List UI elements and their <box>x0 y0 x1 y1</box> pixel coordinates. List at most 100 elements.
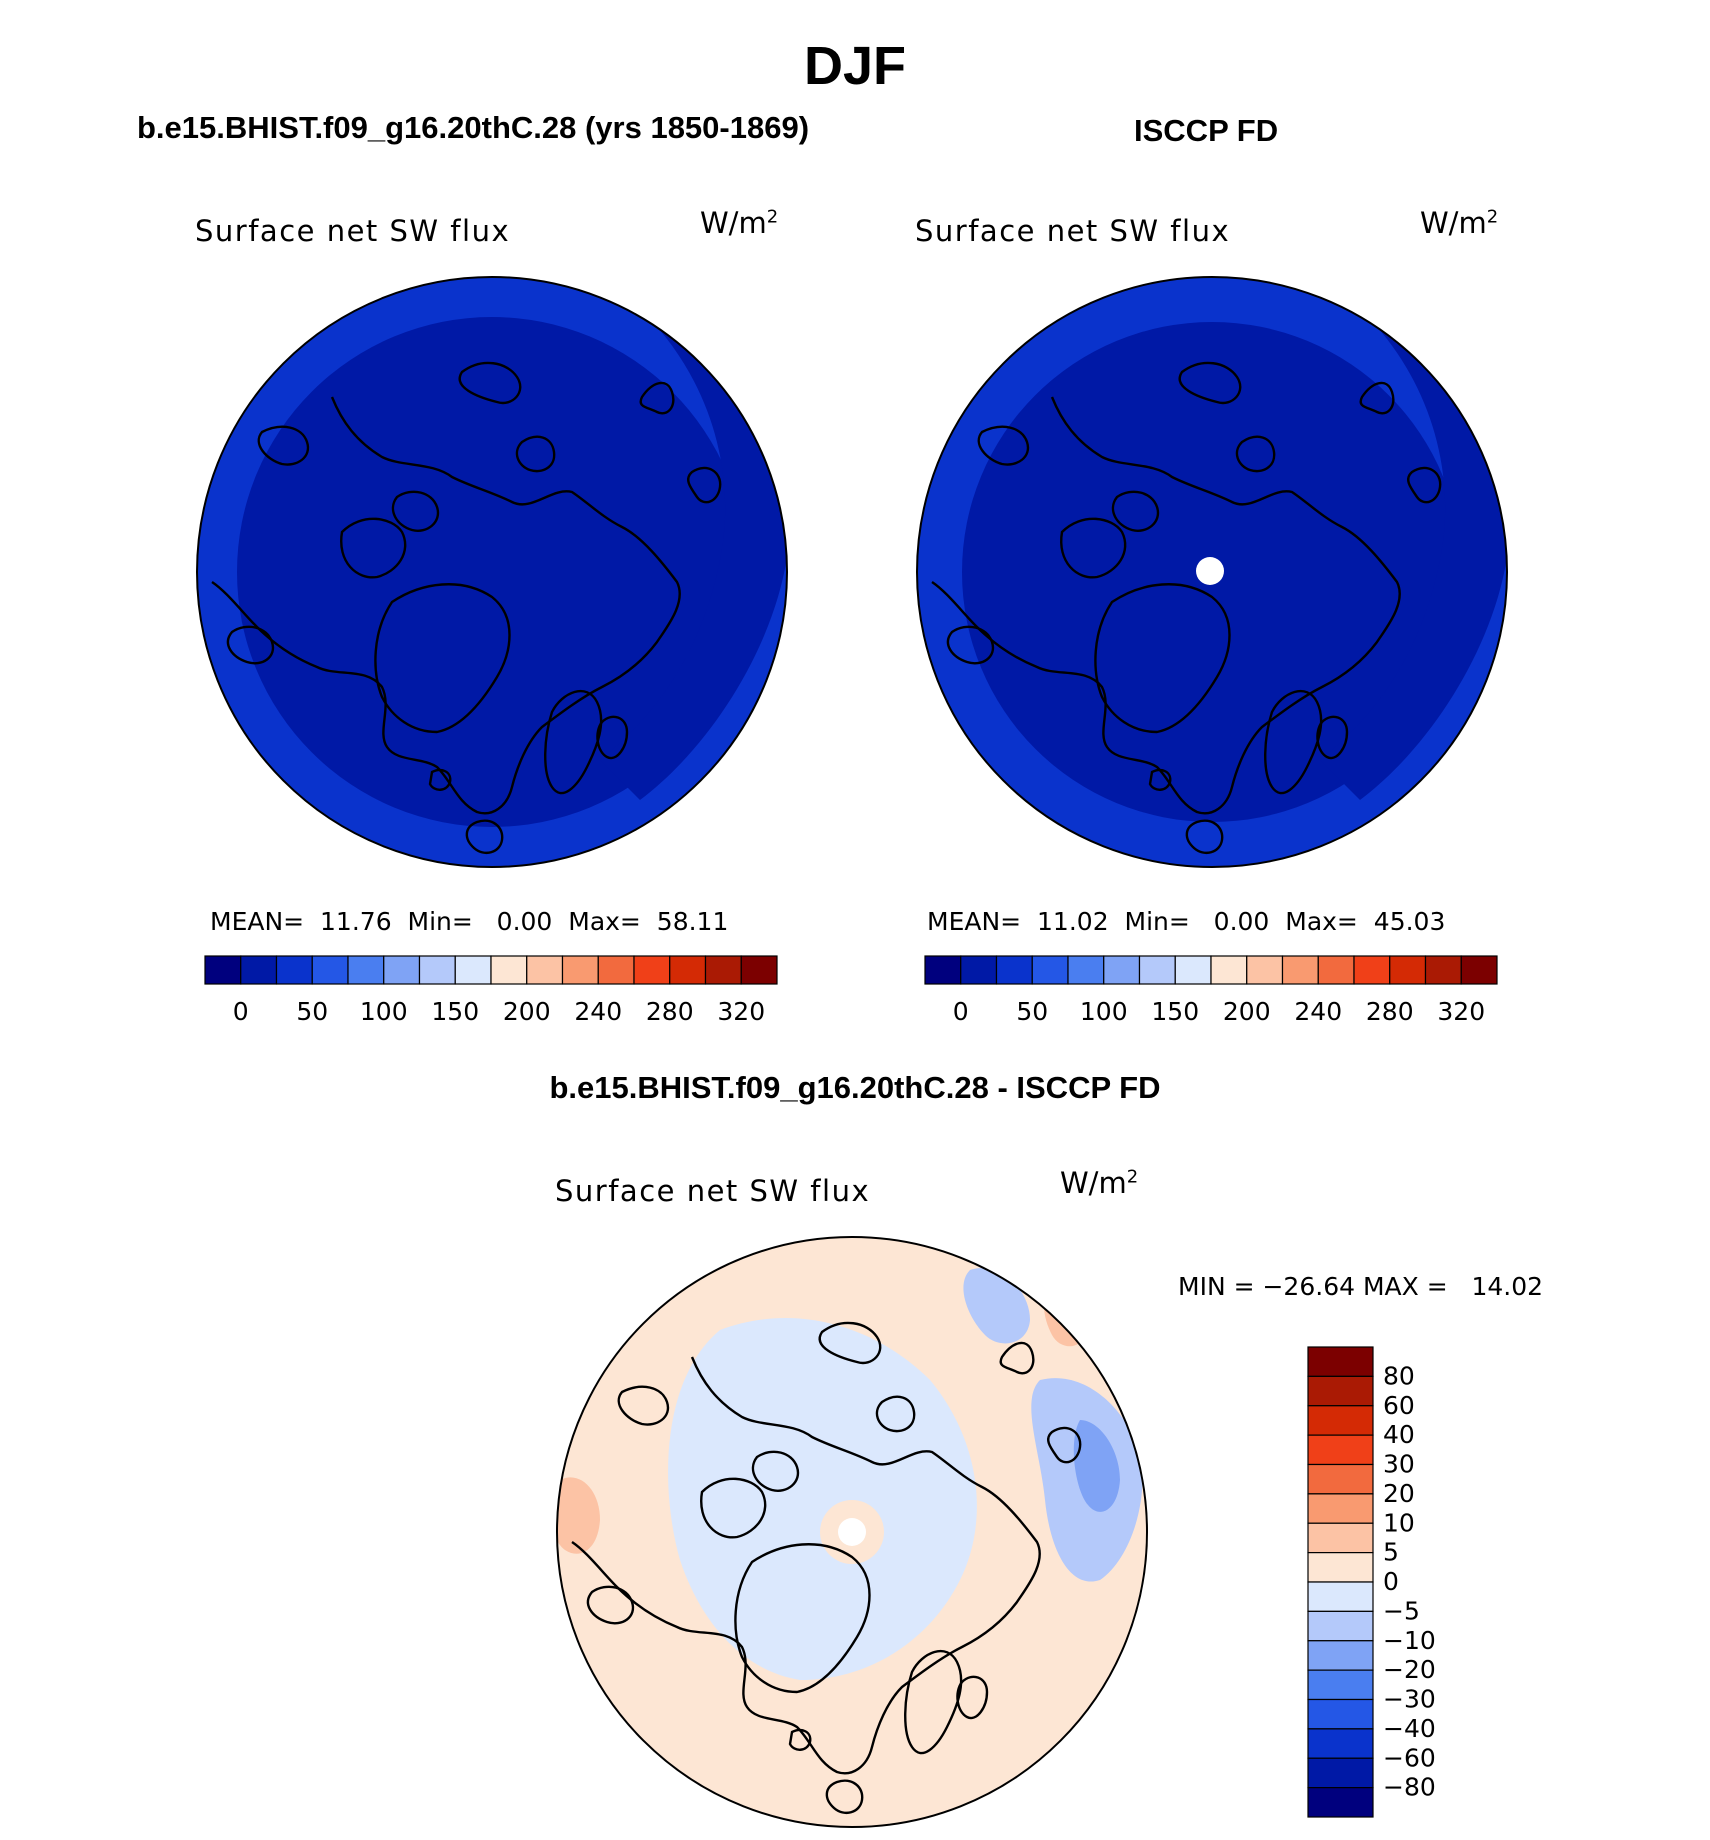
colorbar-2-swatch <box>1138 955 1176 985</box>
colorbar-2-tick-label: 100 <box>1080 997 1128 1026</box>
colorbar-1-swatch <box>561 955 599 985</box>
colorbar-1-tick-label: 50 <box>296 997 328 1026</box>
colorbar-2-tick-label: 0 <box>953 997 969 1026</box>
colorbar-1-swatch <box>240 955 278 985</box>
colorbar-3-tick-label: 30 <box>1383 1450 1415 1479</box>
colorbar-2-swatch <box>1246 955 1284 985</box>
colorbar-2-tick-label: 240 <box>1294 997 1342 1026</box>
figure-title: DJF <box>803 36 906 96</box>
colorbar-2-swatch <box>960 955 998 985</box>
panel1-stats: MEAN= 11.76 Min= 0.00 Max= 58.11 <box>210 907 729 936</box>
colorbar-3-swatch <box>1307 1463 1374 1495</box>
colorbar-1-swatch <box>526 955 564 985</box>
colorbar-1-swatch <box>383 955 421 985</box>
colorbar-3-swatch <box>1307 1405 1374 1436</box>
panel2-variable-label: Surface net SW flux <box>915 214 1231 248</box>
colorbar-1-swatch <box>275 955 313 985</box>
colorbar-2-swatch <box>1424 955 1462 985</box>
colorbar-2-swatch <box>1353 955 1391 985</box>
colorbar-3-swatch <box>1307 1434 1374 1466</box>
map3-border <box>556 1236 1148 1828</box>
colorbar-1-swatch <box>704 955 742 985</box>
colorbar-3-tick-label: −10 <box>1383 1626 1436 1655</box>
colorbar-2-swatch <box>1067 955 1105 985</box>
map3-field-negative-east-strong <box>1073 1420 1120 1512</box>
colorbar-1-swatch <box>740 955 778 985</box>
panel3-variable-label: Surface net SW flux <box>555 1174 871 1208</box>
map2-border <box>916 276 1508 868</box>
colorbar-3-tick-label: −5 <box>1383 1596 1420 1625</box>
colorbar-1-tick-label: 0 <box>233 997 249 1026</box>
map3 <box>556 1236 1148 1828</box>
colorbar-3-swatch <box>1307 1552 1374 1583</box>
colorbar-3-tick-label: −60 <box>1383 1743 1436 1772</box>
colorbar-1-swatch <box>490 955 528 985</box>
colorbar-2-swatch <box>1389 955 1427 985</box>
colorbar-1-tick-label: 320 <box>717 997 765 1026</box>
colorbar-3-swatch <box>1307 1757 1374 1789</box>
colorbar-3-tick-label: 10 <box>1383 1508 1415 1537</box>
map3-field-negative <box>668 1318 977 1680</box>
colorbar-1: 0 50 100 150 200 240 280 320 <box>204 955 778 1026</box>
colorbar-3-swatch <box>1307 1346 1374 1377</box>
panel3-minmax: MIN = −26.64 MAX = 14.02 <box>1178 1272 1544 1301</box>
colorbar-2-swatch <box>995 955 1033 985</box>
colorbar-1-swatch <box>347 955 385 985</box>
map3-pole-hole <box>838 1518 866 1546</box>
colorbar-2-tick-label: 150 <box>1151 997 1199 1026</box>
map2 <box>916 276 1508 868</box>
colorbar-3-tick-label: 5 <box>1383 1538 1399 1567</box>
colorbar-1-swatch <box>454 955 492 985</box>
colorbar-3-tick-label: 20 <box>1383 1479 1415 1508</box>
panel1-units: W/m2 <box>700 206 779 240</box>
colorbar-2-swatch <box>1281 955 1319 985</box>
colorbar-1-swatch <box>597 955 635 985</box>
colorbar-1-tick-label: 200 <box>503 997 551 1026</box>
map3-field-positive-west <box>557 1477 600 1554</box>
colorbar-3-swatch <box>1307 1493 1374 1524</box>
colorbar-3-swatch <box>1307 1787 1374 1818</box>
colorbar-3-tick-label: 80 <box>1383 1361 1415 1390</box>
colorbar-2-swatch <box>1210 955 1248 985</box>
colorbar-3-swatch <box>1307 1669 1374 1701</box>
colorbar-3-swatch <box>1307 1375 1374 1407</box>
panel1-heading: b.e15.BHIST.f09_g16.20thC.28 (yrs 1850-1… <box>137 110 810 145</box>
panel2-units: W/m2 <box>1420 206 1499 240</box>
colorbar-1-swatch <box>633 955 671 985</box>
map1-border <box>196 276 788 868</box>
colorbar-1-swatch <box>669 955 707 985</box>
colorbar-3-swatch <box>1307 1610 1374 1642</box>
colorbar-3-swatch <box>1307 1640 1374 1671</box>
colorbar-3-tick-label: 0 <box>1383 1567 1399 1596</box>
colorbar-3-tick-label: 60 <box>1383 1391 1415 1420</box>
colorbar-2-tick-label: 50 <box>1016 997 1048 1026</box>
colorbar-1-tick-label: 100 <box>360 997 408 1026</box>
colorbar-3-swatch <box>1307 1698 1374 1730</box>
colorbar-2-swatch <box>924 955 962 985</box>
colorbar-3-tick-label: −30 <box>1383 1685 1436 1714</box>
colorbar-2: 0 50 100 150 200 240 280 320 <box>924 955 1498 1026</box>
colorbar-3-swatch <box>1307 1581 1374 1612</box>
colorbar-1-tick-label: 240 <box>574 997 622 1026</box>
colorbar-2-swatch <box>1174 955 1212 985</box>
colorbar-3-swatch <box>1307 1728 1374 1759</box>
colorbar-2-swatch <box>1103 955 1141 985</box>
panel1-variable-label: Surface net SW flux <box>195 214 511 248</box>
map2-pole-hole <box>1196 557 1224 585</box>
colorbar-2-tick-label: 320 <box>1437 997 1485 1026</box>
colorbar-3-tick-label: 40 <box>1383 1420 1415 1449</box>
map3-field-negative-north <box>963 1268 1030 1344</box>
colorbar-3-tick-label: −20 <box>1383 1655 1436 1684</box>
colorbar-2-swatch <box>1031 955 1069 985</box>
colorbar-1-tick-label: 150 <box>431 997 479 1026</box>
colorbar-1-swatch <box>204 955 242 985</box>
colorbar-2-swatch <box>1317 955 1355 985</box>
panel3-heading: b.e15.BHIST.f09_g16.20thC.28 - ISCCP FD <box>549 1070 1161 1105</box>
panel3-units: W/m2 <box>1060 1166 1139 1200</box>
panel2-stats: MEAN= 11.02 Min= 0.00 Max= 45.03 <box>927 907 1446 936</box>
colorbar-1-tick-label: 280 <box>646 997 694 1026</box>
map1 <box>196 276 788 868</box>
colorbar-2-swatch <box>1460 955 1498 985</box>
